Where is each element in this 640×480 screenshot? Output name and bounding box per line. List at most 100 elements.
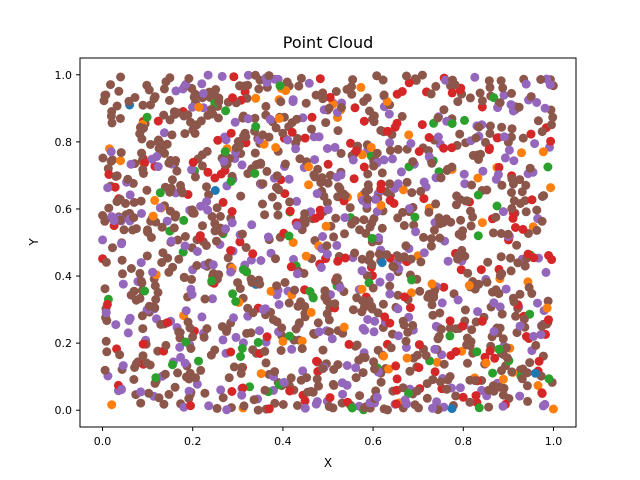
scatter-point — [375, 277, 385, 287]
scatter-point — [210, 219, 220, 228]
scatter-point — [157, 144, 167, 154]
scatter-point — [468, 150, 478, 160]
scatter-point — [212, 403, 222, 413]
scatter-point — [540, 103, 550, 113]
scatter-point — [525, 163, 535, 173]
scatter-point — [365, 222, 375, 232]
scatter-point — [292, 221, 302, 231]
scatter-point — [157, 222, 167, 232]
scatter-point — [200, 294, 210, 304]
scatter-point — [272, 317, 282, 327]
scatter-point — [443, 256, 453, 266]
scatter-point — [215, 211, 225, 221]
scatter-point — [267, 192, 277, 202]
scatter-point — [511, 223, 520, 232]
scatter-point — [399, 252, 409, 262]
scatter-point — [203, 167, 213, 177]
scatter-point — [238, 383, 248, 393]
scatter-point — [426, 241, 436, 251]
scatter-point — [220, 147, 230, 157]
scatter-point — [178, 188, 187, 198]
scatter-point — [337, 103, 346, 112]
scatter-point — [136, 398, 146, 408]
scatter-point — [398, 383, 408, 393]
scatter-point — [439, 143, 449, 153]
scatter-point — [159, 84, 169, 94]
scatter-point — [157, 258, 167, 267]
scatter-point — [100, 284, 110, 294]
scatter-point — [300, 403, 310, 413]
scatter-point — [320, 292, 330, 302]
scatter-point — [213, 113, 223, 123]
scatter-point — [443, 375, 453, 385]
scatter-point — [393, 179, 403, 189]
scatter-point — [313, 318, 323, 328]
scatter-point — [543, 296, 553, 306]
scatter-point — [107, 400, 117, 410]
scatter-point — [318, 364, 328, 374]
scatter-point — [287, 344, 297, 354]
scatter-point — [348, 75, 358, 85]
scatter-point — [455, 195, 465, 204]
scatter-point — [307, 112, 317, 122]
scatter-point — [271, 123, 281, 133]
scatter-point — [258, 179, 268, 189]
scatter-point — [537, 388, 547, 398]
scatter-point — [351, 363, 361, 373]
scatter-point — [168, 360, 177, 370]
scatter-point — [218, 393, 228, 403]
scatter-point — [192, 261, 202, 270]
scatter-point — [237, 160, 247, 170]
scatter-point — [385, 146, 395, 155]
scatter-point — [531, 340, 541, 350]
scatter-point — [333, 360, 343, 370]
scatter-point — [325, 393, 335, 403]
scatter-point — [477, 218, 487, 228]
scatter-point — [256, 158, 266, 168]
scatter-point — [495, 302, 505, 312]
scatter-point — [274, 185, 284, 195]
scatter-point — [473, 231, 483, 241]
scatter-point — [184, 74, 194, 83]
scatter-point — [532, 225, 542, 235]
scatter-point — [126, 159, 136, 169]
scatter-point — [129, 213, 139, 223]
scatter-point — [210, 226, 220, 236]
scatter-point — [288, 238, 298, 247]
scatter-point — [370, 194, 380, 204]
scatter-point — [197, 79, 207, 89]
scatter-point — [502, 353, 512, 363]
scatter-point — [412, 350, 422, 360]
scatter-point — [333, 126, 343, 136]
scatter-point — [242, 267, 252, 277]
scatter-point — [144, 388, 154, 398]
scatter-point — [484, 402, 494, 412]
scatter-point — [207, 276, 217, 286]
scatter-point — [138, 339, 148, 349]
scatter-point — [146, 140, 155, 149]
scatter-point — [184, 386, 194, 396]
scatter-point — [382, 250, 392, 260]
scatter-point — [213, 135, 223, 145]
scatter-point — [248, 249, 258, 259]
scatter-point — [291, 144, 301, 154]
scatter-point — [392, 374, 402, 384]
scatter-point — [171, 86, 181, 96]
scatter-point — [427, 158, 437, 168]
scatter-point — [109, 216, 119, 226]
scatter-point — [198, 221, 207, 231]
scatter-point — [106, 147, 116, 157]
scatter-point — [391, 399, 401, 409]
scatter-point — [104, 170, 114, 179]
scatter-point — [247, 220, 257, 230]
y-tick-label: 1.0 — [55, 69, 73, 82]
scatter-point — [368, 283, 378, 293]
scatter-point — [290, 285, 299, 295]
scatter-point — [517, 374, 527, 384]
scatter-point — [107, 107, 117, 116]
scatter-point — [402, 177, 412, 187]
scatter-point — [436, 218, 446, 228]
scatter-point — [497, 309, 507, 319]
plot-frame — [79, 57, 577, 428]
scatter-point — [464, 281, 474, 290]
